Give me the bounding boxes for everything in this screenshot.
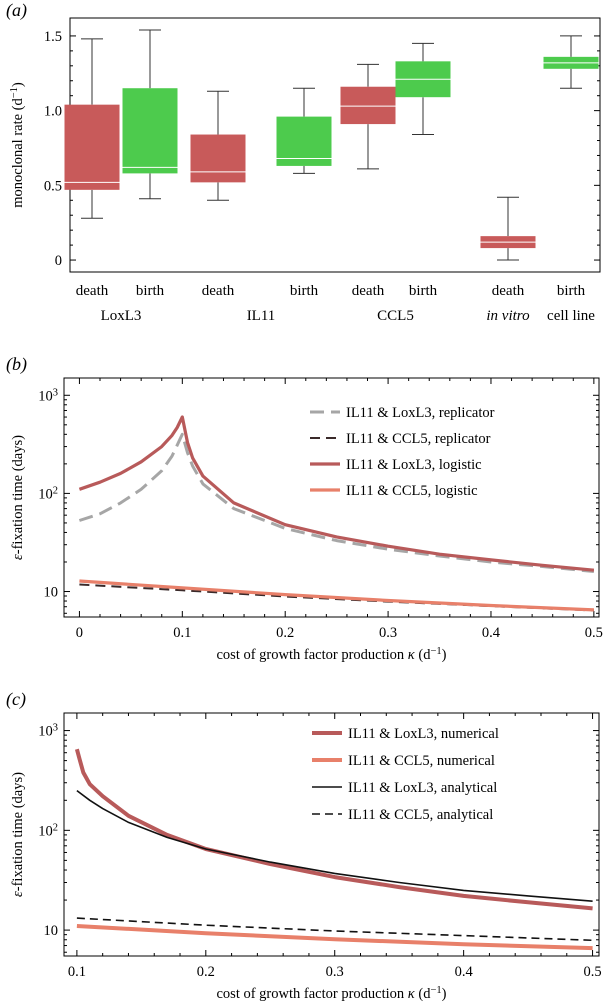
series-line — [76, 789, 593, 902]
y-axis-title: monoclonal rate (d−1) — [9, 82, 27, 208]
box-body — [122, 88, 178, 174]
box-body — [190, 134, 246, 183]
x-tick-label: 0.5 — [583, 964, 601, 980]
legend-label: IL11 & LoxL3, replicator — [346, 405, 495, 421]
x-tick-label: 0.3 — [326, 964, 344, 980]
box-label: birth — [557, 283, 586, 299]
box-label: death — [76, 283, 109, 299]
y-tick-label: 10 — [44, 923, 59, 939]
box-birth: birth — [543, 35, 599, 299]
panel-label: (b) — [6, 354, 27, 375]
legend-label: IL11 & LoxL3, analytical — [348, 780, 497, 796]
box-death: death — [190, 90, 246, 299]
box-body — [340, 86, 396, 125]
x-tick-label: 0.3 — [379, 625, 397, 641]
legend-label: IL11 & CCL5, replicator — [346, 431, 491, 447]
group-label: CCL5 — [377, 308, 414, 324]
y-tick-label: 0.5 — [44, 178, 62, 194]
series-line — [76, 917, 593, 942]
y-tick-label: 0 — [55, 253, 62, 269]
y-axis-title: ε-fixation time (days) — [10, 435, 26, 560]
x-tick-label: 0 — [76, 625, 83, 641]
x-tick-label: 0.1 — [68, 964, 86, 980]
x-tick-label: 0.4 — [455, 964, 474, 980]
box-body — [64, 104, 120, 190]
panel-c: (c) 10 102 103 0.1 0.2 0.3 0.4 0.5 ε-fixation tim… — [6, 689, 602, 1002]
legend-label: IL11 & CCL5, analytical — [348, 807, 493, 823]
legend-label: IL11 & CCL5, numerical — [348, 753, 495, 769]
box-birth: birth — [276, 87, 332, 299]
panel-b: (b) 10 102 103 0 0.1 0.2 0.3 0.4 0.5 ε-fixation ti… — [6, 354, 603, 663]
x-axis-title: cost of growth factor production κ (d−1) — [217, 646, 447, 664]
group-label: cell line — [547, 308, 595, 324]
legend-label: IL11 & CCL5, logistic — [346, 483, 478, 499]
box-label: death — [202, 283, 235, 299]
panel-a-label: (a) — [6, 0, 27, 21]
x-tick-label: 0.2 — [276, 625, 294, 641]
box-body — [276, 116, 332, 166]
legend-label: IL11 & LoxL3, numerical — [348, 726, 499, 742]
y-tick-label: 1.0 — [44, 104, 62, 120]
box-label: death — [492, 283, 525, 299]
x-axis-title: cost of growth factor production κ (d−1) — [217, 985, 447, 1003]
series-line — [74, 748, 593, 911]
box-birth: birth — [122, 29, 178, 299]
y-tick-label: 102 — [38, 485, 58, 503]
series-line — [76, 924, 593, 951]
group-label: in vitro — [486, 308, 530, 324]
panel-label: (c) — [6, 689, 26, 710]
series-line — [79, 579, 594, 612]
series-line — [78, 415, 595, 572]
x-tick-label: 0.2 — [197, 964, 215, 980]
y-tick-label: 10 — [44, 585, 59, 601]
y-tick-label: 1.5 — [44, 29, 62, 45]
box-label: death — [352, 283, 385, 299]
y-tick-label: 102 — [38, 822, 58, 840]
box-label: birth — [136, 283, 165, 299]
x-tick-label: 0.1 — [173, 625, 191, 641]
y-tick-label: 103 — [38, 387, 58, 405]
y-axis-title: ε-fixation time (days) — [10, 772, 26, 897]
y-tick-label: 103 — [38, 722, 58, 740]
plot-frame — [63, 712, 600, 957]
series-line — [78, 432, 595, 573]
group-label: LoxL3 — [101, 308, 142, 324]
box-birth: birth — [395, 42, 451, 299]
box-label: birth — [290, 283, 319, 299]
panel-a: (a) 0 0.5 1.0 1.5 monoclonal rate (d−1) death b… — [6, 0, 601, 324]
box-death: death — [340, 63, 396, 299]
box-label: birth — [409, 283, 438, 299]
box-death: death — [480, 196, 536, 299]
legend-label: IL11 & LoxL3, logistic — [346, 457, 482, 473]
x-tick-label: 0.4 — [482, 625, 501, 641]
plot-frame — [63, 377, 600, 618]
group-label: IL11 — [247, 308, 276, 324]
box-death: death — [64, 38, 120, 299]
x-tick-label: 0.5 — [585, 625, 603, 641]
